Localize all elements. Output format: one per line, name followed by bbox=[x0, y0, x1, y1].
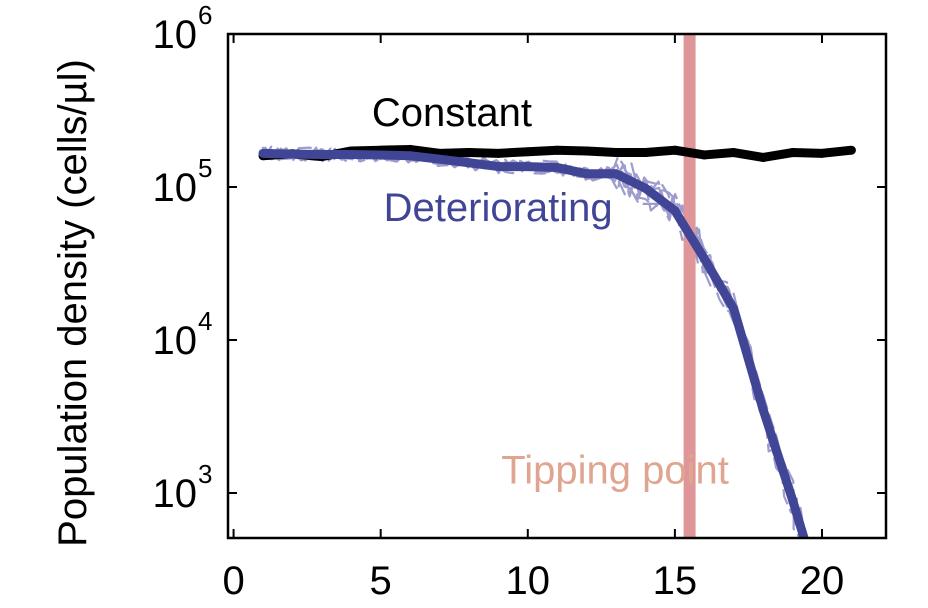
annotation-deteriorating: Deteriorating bbox=[384, 186, 613, 230]
data-point-constant bbox=[670, 145, 680, 155]
main-series bbox=[258, 144, 856, 538]
y-tick-base: 10 bbox=[153, 472, 198, 516]
data-point-deteriorating bbox=[317, 150, 327, 160]
data-point-deteriorating bbox=[287, 149, 297, 159]
y-tick-base: 10 bbox=[153, 13, 198, 57]
data-point-deteriorating bbox=[699, 254, 709, 264]
y-tick-base: 10 bbox=[153, 166, 198, 210]
x-tick-labels: 0 5 10 15 20 bbox=[222, 559, 844, 603]
data-point-constant bbox=[758, 152, 768, 162]
data-point-deteriorating bbox=[552, 163, 562, 173]
annotations: Constant Deteriorating Tipping point bbox=[372, 91, 729, 493]
data-point-deteriorating bbox=[582, 169, 592, 179]
data-point-deteriorating bbox=[523, 162, 533, 172]
data-point-constant bbox=[729, 148, 739, 158]
data-point-deteriorating bbox=[376, 150, 386, 160]
data-point-deteriorating bbox=[611, 169, 621, 179]
data-point-deteriorating bbox=[346, 150, 356, 160]
y-tick-label: 10 4 bbox=[153, 306, 213, 363]
data-point-deteriorating bbox=[758, 405, 768, 415]
tipping-point-band bbox=[683, 34, 696, 538]
data-point-constant bbox=[464, 148, 474, 158]
y-tick-exponent: 4 bbox=[198, 306, 212, 336]
axis-ticks bbox=[228, 33, 886, 538]
x-tick-label: 15 bbox=[653, 559, 698, 603]
annotation-constant: Constant bbox=[372, 91, 532, 135]
x-tick-label: 5 bbox=[370, 559, 392, 603]
data-point-deteriorating bbox=[435, 154, 445, 164]
data-point-deteriorating bbox=[405, 151, 415, 161]
data-point-constant bbox=[817, 148, 827, 158]
data-point-constant bbox=[582, 146, 592, 156]
data-point-constant bbox=[640, 148, 650, 158]
annotation-tipping-point: Tipping point bbox=[501, 449, 729, 493]
y-tick-label: 10 3 bbox=[153, 459, 213, 516]
y-tick-base: 10 bbox=[153, 319, 198, 363]
data-point-constant bbox=[523, 147, 533, 157]
y-tick-exponent: 6 bbox=[198, 0, 212, 30]
data-point-deteriorating bbox=[258, 148, 268, 158]
data-point-constant bbox=[788, 148, 798, 158]
plot-frame bbox=[226, 32, 888, 540]
data-point-constant bbox=[846, 145, 856, 155]
data-point-constant bbox=[493, 148, 503, 158]
y-tick-exponent: 3 bbox=[198, 459, 212, 489]
data-point-deteriorating bbox=[493, 162, 503, 172]
y-tick-exponent: 5 bbox=[198, 153, 212, 183]
x-tick-label: 10 bbox=[506, 559, 551, 603]
y-tick-label: 10 6 bbox=[153, 0, 213, 57]
data-point-constant bbox=[611, 148, 621, 158]
data-point-constant bbox=[699, 150, 709, 160]
data-point-deteriorating bbox=[670, 206, 680, 216]
data-point-deteriorating bbox=[788, 495, 798, 505]
series-line-deteriorating bbox=[262, 148, 809, 538]
data-point-deteriorating bbox=[729, 304, 739, 314]
x-tick-label: 0 bbox=[222, 559, 244, 603]
data-point-deteriorating bbox=[640, 183, 650, 193]
y-tick-label: 10 5 bbox=[153, 153, 213, 210]
data-point-deteriorating bbox=[464, 158, 474, 168]
data-point-constant bbox=[552, 145, 562, 155]
x-tick-label: 20 bbox=[800, 559, 845, 603]
y-axis-label: Population density (cells/µl) bbox=[51, 59, 95, 547]
